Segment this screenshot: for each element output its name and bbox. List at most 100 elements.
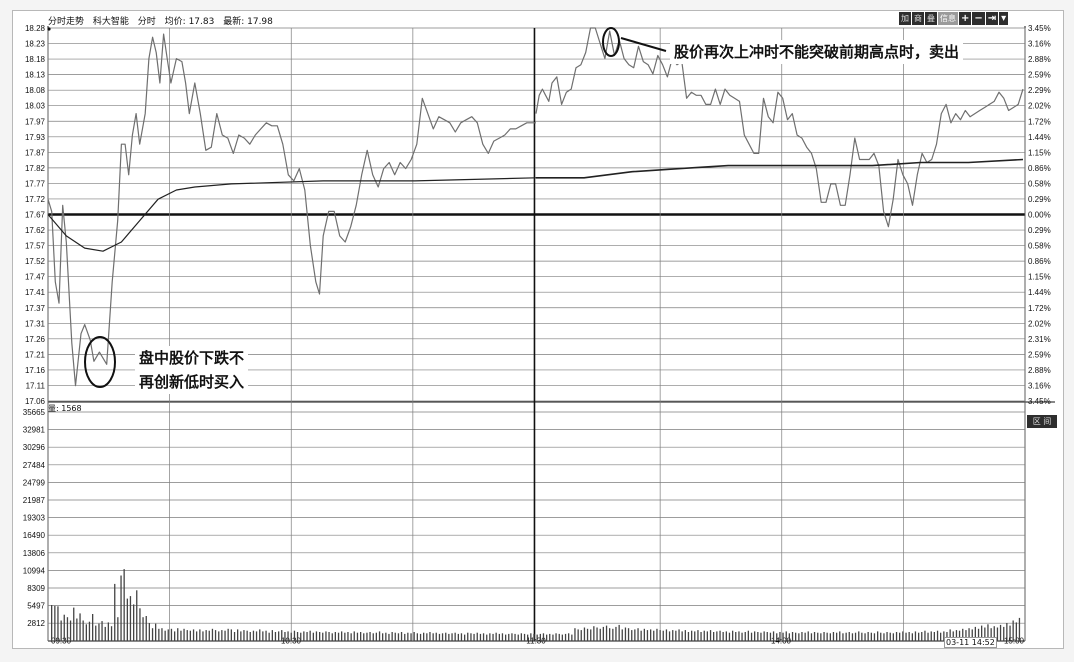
volume-bar bbox=[760, 632, 762, 641]
volume-bar bbox=[735, 632, 737, 641]
add-button[interactable]: 加 bbox=[899, 12, 911, 25]
volume-bar bbox=[268, 632, 270, 641]
volume-bar bbox=[208, 630, 210, 641]
volume-bar bbox=[709, 630, 712, 641]
price-tick-label: 17.82 bbox=[25, 164, 46, 173]
pct-tick-label: 2.88% bbox=[1028, 366, 1051, 375]
volume-tick-label: 10994 bbox=[23, 566, 46, 575]
volume-bar bbox=[92, 614, 94, 641]
volume-bar bbox=[832, 632, 835, 641]
overlay-button[interactable]: 商 bbox=[912, 12, 924, 25]
volume-bar bbox=[445, 632, 447, 641]
view-label[interactable]: 分时 bbox=[137, 17, 156, 27]
volume-bar bbox=[788, 633, 790, 641]
volume-bar bbox=[523, 633, 526, 641]
volume-bar bbox=[924, 630, 926, 641]
volume-bar bbox=[697, 630, 699, 641]
volume-bar bbox=[703, 630, 705, 641]
stack-button[interactable]: 叠 bbox=[925, 12, 937, 25]
volume-bar bbox=[772, 631, 775, 641]
volume-bar bbox=[470, 633, 472, 641]
volume-bar bbox=[936, 630, 939, 641]
volume-bar bbox=[243, 630, 245, 641]
volume-bar bbox=[391, 632, 393, 641]
volume-bar bbox=[911, 633, 913, 641]
volume-bar bbox=[571, 634, 573, 641]
menu-dropdown-icon[interactable]: ▾ bbox=[999, 12, 1009, 25]
price-tick-label: 17.06 bbox=[25, 397, 46, 406]
volume-bar bbox=[646, 630, 649, 641]
volume-bar bbox=[996, 627, 999, 641]
volume-bar bbox=[341, 631, 343, 641]
mode-label[interactable]: 分时走势 bbox=[48, 17, 85, 27]
volume-bar bbox=[687, 632, 690, 641]
volume-bar bbox=[315, 631, 318, 641]
volume-tick-label: 27484 bbox=[23, 461, 46, 470]
volume-bar bbox=[618, 624, 620, 641]
volume-bar bbox=[533, 633, 535, 641]
sell-pointer bbox=[620, 37, 667, 52]
volume-bar bbox=[142, 617, 144, 641]
info-button[interactable]: 信息 bbox=[938, 12, 958, 25]
zoom-out-icon[interactable]: − bbox=[972, 12, 985, 25]
volume-bar bbox=[145, 616, 147, 641]
volume-bar bbox=[873, 633, 876, 641]
nav-end-icon[interactable]: ⇥ bbox=[985, 12, 999, 25]
volume-bar bbox=[479, 633, 482, 641]
volume-bar bbox=[394, 632, 396, 641]
volume-bar bbox=[656, 628, 658, 641]
zoom-in-icon[interactable]: + bbox=[959, 12, 972, 25]
volume-bar bbox=[691, 630, 693, 641]
volume-bar bbox=[580, 630, 582, 641]
stock-name: 科大智能 bbox=[92, 17, 129, 27]
volume-bar bbox=[139, 608, 141, 641]
volume-bar bbox=[981, 625, 983, 641]
volume-bar bbox=[129, 596, 132, 641]
volume-bar bbox=[57, 606, 59, 641]
range-button[interactable]: 区 间 bbox=[1027, 415, 1057, 428]
volume-bar bbox=[114, 583, 116, 641]
volume-bar bbox=[183, 628, 185, 641]
volume-bar bbox=[694, 631, 696, 641]
volume-bar bbox=[993, 626, 995, 641]
volume-bar bbox=[278, 631, 280, 641]
volume-bar bbox=[596, 627, 598, 641]
volume-bar bbox=[905, 632, 907, 641]
volume-bar bbox=[933, 632, 935, 641]
pct-tick-label: 1.15% bbox=[1028, 273, 1051, 282]
volume-bar bbox=[164, 630, 166, 641]
volume-tick-label: 30296 bbox=[23, 443, 46, 452]
volume-bar bbox=[826, 632, 828, 641]
price-tick-label: 17.93 bbox=[25, 133, 46, 142]
volume-bar bbox=[527, 634, 529, 641]
volume-bar bbox=[892, 633, 894, 641]
volume-bar bbox=[845, 632, 847, 641]
price-tick-label: 17.11 bbox=[26, 381, 46, 390]
volume-bar bbox=[95, 625, 97, 641]
volume-bar bbox=[766, 632, 768, 641]
volume-bar bbox=[741, 632, 743, 641]
buy-annotation-line-2: 再创新低时买入 bbox=[139, 373, 245, 391]
sell-annotation: 股价再次上冲时不能突破前期高点时，卖出 bbox=[670, 40, 964, 64]
volume-bar bbox=[539, 633, 541, 641]
volume-bar bbox=[946, 632, 948, 641]
volume-bar bbox=[211, 628, 214, 641]
volume-bar bbox=[943, 631, 945, 641]
volume-bar bbox=[631, 630, 633, 641]
volume-bar bbox=[801, 632, 803, 641]
volume-bar bbox=[325, 631, 327, 641]
volume-bar bbox=[489, 633, 491, 641]
volume-bar bbox=[167, 629, 169, 641]
volume-bar bbox=[785, 631, 787, 641]
volume-bar bbox=[151, 628, 154, 641]
price-tick-label: 18.03 bbox=[25, 102, 46, 111]
volume-bar bbox=[293, 630, 296, 641]
volume-bar bbox=[662, 630, 664, 641]
volume-tick-label: 35665 bbox=[23, 408, 46, 417]
volume-bar bbox=[732, 630, 734, 641]
chart-toolbar: 加 商 叠 信息 + − ⇥ ▾ bbox=[899, 12, 1009, 25]
volume-bar bbox=[505, 634, 507, 641]
volume-tick-label: 2812 bbox=[27, 619, 45, 628]
volume-bar bbox=[66, 617, 69, 641]
